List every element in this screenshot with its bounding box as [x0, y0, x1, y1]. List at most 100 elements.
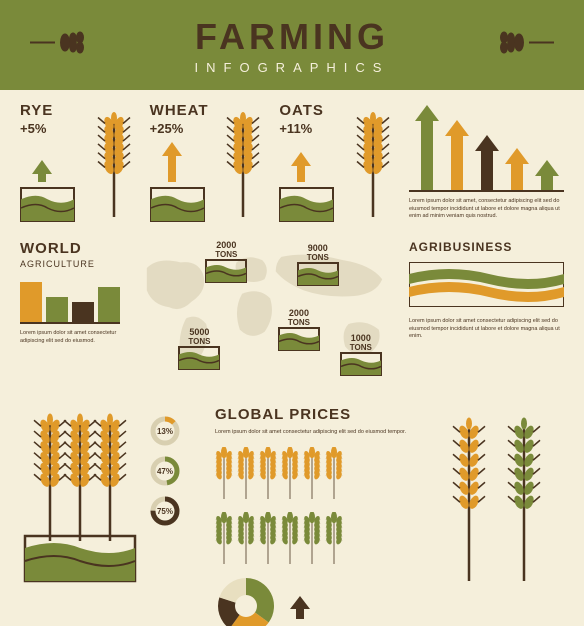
small-wheat-icon [237, 512, 255, 564]
crop-rye: RYE +5% [20, 102, 142, 222]
content-area: RYE +5% WHEAT +25% OATS +11% Lorem ipsum… [0, 90, 584, 626]
map-marker: 5000 TONS [178, 327, 220, 375]
crop-wheat: WHEAT +25% [150, 102, 272, 222]
marker-value: 2000 [205, 240, 247, 250]
prices-left-wheat [20, 406, 140, 596]
wheat-icons-row-1 [215, 447, 424, 502]
wheat-stalk-icon [94, 107, 134, 217]
mini-bar [20, 282, 42, 322]
prices-right-wheat [434, 406, 564, 596]
prices-lorem: Lorem ipsum dolor sit amet consectetur a… [215, 429, 424, 437]
marker-unit: TONS [278, 318, 320, 327]
world-lorem: Lorem ipsum dolor sit amet consectetur a… [20, 330, 120, 345]
marker-field-icon [278, 327, 320, 351]
wheat-deco-left [30, 28, 100, 63]
map-marker: 2000 TONS [205, 240, 247, 288]
marker-field-icon [178, 346, 220, 370]
field-icon [20, 187, 75, 222]
growth-arrow-icon [162, 142, 182, 182]
arrow-bar-icon [505, 148, 529, 190]
marker-value: 2000 [278, 308, 320, 318]
small-wheat-icon [281, 447, 299, 499]
map-marker: 2000 TONS [278, 308, 320, 356]
header-banner: FARMING INFOGRAPHICS [0, 0, 584, 90]
wheat-deco-right [484, 28, 554, 63]
marker-unit: TONS [340, 343, 382, 352]
wheat-stalk-icon [223, 107, 263, 217]
crops-row: RYE +5% WHEAT +25% OATS +11% Lorem ipsum… [20, 102, 564, 222]
arrow-bar-icon [415, 105, 439, 190]
marker-value: 1000 [340, 333, 382, 343]
donut-gauge: 13% [150, 416, 205, 446]
bar-slot [533, 160, 560, 190]
donut-icon: 47% [150, 456, 180, 486]
map-marker: 9000 TONS [297, 243, 339, 291]
small-wheat-icon [303, 447, 321, 499]
prices-title: GLOBAL PRICES [215, 406, 424, 423]
growth-arrow-icon [291, 152, 311, 182]
world-map: 2000 TONS 9000 TONS 2000 TONS 5000 TONS … [130, 240, 399, 390]
donut-icon: 13% [150, 416, 180, 446]
small-wheat-icon [281, 512, 299, 564]
bar-slot [443, 120, 470, 190]
bars-panel: Lorem ipsum dolor sit amet, consectetur … [409, 102, 564, 222]
donut-gauge: 75% [150, 496, 205, 526]
arrow-bars-chart [409, 102, 564, 192]
small-wheat-icon [259, 447, 277, 499]
agri-field-icon [409, 262, 564, 307]
agri-lorem: Lorem ipsum dolor sit amet consectetur a… [409, 318, 564, 341]
field-icon [150, 187, 205, 222]
marker-field-icon [205, 259, 247, 283]
prices-mid: GLOBAL PRICES Lorem ipsum dolor sit amet… [215, 406, 424, 596]
marker-field-icon [297, 262, 339, 286]
donut-icon: 75% [150, 496, 180, 526]
small-wheat-icon [325, 447, 343, 499]
svg-text:13%: 13% [157, 427, 173, 436]
marker-unit: TONS [297, 253, 339, 262]
world-subtitle: AGRICULTURE [20, 259, 120, 269]
map-marker: 1000 TONS [340, 333, 382, 381]
marker-value: 5000 [178, 327, 220, 337]
arrow-bar-icon [445, 120, 469, 190]
agribusiness-panel: AGRIBUSINESS Lorem ipsum dolor sit amet … [409, 240, 564, 390]
mini-bar [72, 302, 94, 322]
crop-oats: OATS +11% [279, 102, 401, 222]
field-icon [279, 187, 334, 222]
bars-lorem: Lorem ipsum dolor sit amet, consectetur … [409, 198, 564, 221]
agri-title: AGRIBUSINESS [409, 240, 564, 254]
small-wheat-icon [325, 512, 343, 564]
small-wheat-icon [237, 447, 255, 499]
infographic-canvas: FARMING INFOGRAPHICS RYE +5% WHEAT +25% … [0, 0, 584, 626]
donut-gauge: 47% [150, 456, 205, 486]
marker-field-icon [340, 352, 382, 376]
small-wheat-icon [259, 512, 277, 564]
wheat-stalk-icon [353, 107, 393, 217]
marker-unit: TONS [205, 250, 247, 259]
marker-value: 9000 [297, 243, 339, 253]
world-left-panel: WORLD AGRICULTURE Lorem ipsum dolor sit … [20, 240, 120, 390]
mini-bar [98, 287, 120, 322]
large-wheat-field-icon [20, 406, 140, 586]
pie-arrow-icon [285, 591, 315, 621]
main-subtitle: INFOGRAPHICS [195, 60, 390, 75]
world-row: WORLD AGRICULTURE Lorem ipsum dolor sit … [20, 240, 564, 390]
bar-slot [413, 105, 440, 190]
mini-bar-chart [20, 279, 120, 324]
pie-chart-area [215, 575, 424, 626]
mini-bar [46, 297, 68, 322]
marker-unit: TONS [178, 337, 220, 346]
arrow-bar-icon [475, 135, 499, 190]
svg-text:47%: 47% [157, 467, 173, 476]
large-wheat-pair-icon [434, 406, 564, 586]
bar-slot [503, 148, 530, 190]
bar-slot [473, 135, 500, 190]
wheat-icons-row-2 [215, 512, 424, 567]
svg-text:75%: 75% [157, 507, 173, 516]
small-wheat-icon [303, 512, 321, 564]
prices-row: 13% 47% 75% GLOBAL PRICES Lorem ipsum do… [20, 406, 564, 596]
main-title: FARMING [195, 16, 389, 58]
growth-arrow-icon [32, 160, 52, 182]
small-wheat-icon [215, 512, 233, 564]
small-wheat-icon [215, 447, 233, 499]
donut-gauges: 13% 47% 75% [150, 416, 205, 596]
